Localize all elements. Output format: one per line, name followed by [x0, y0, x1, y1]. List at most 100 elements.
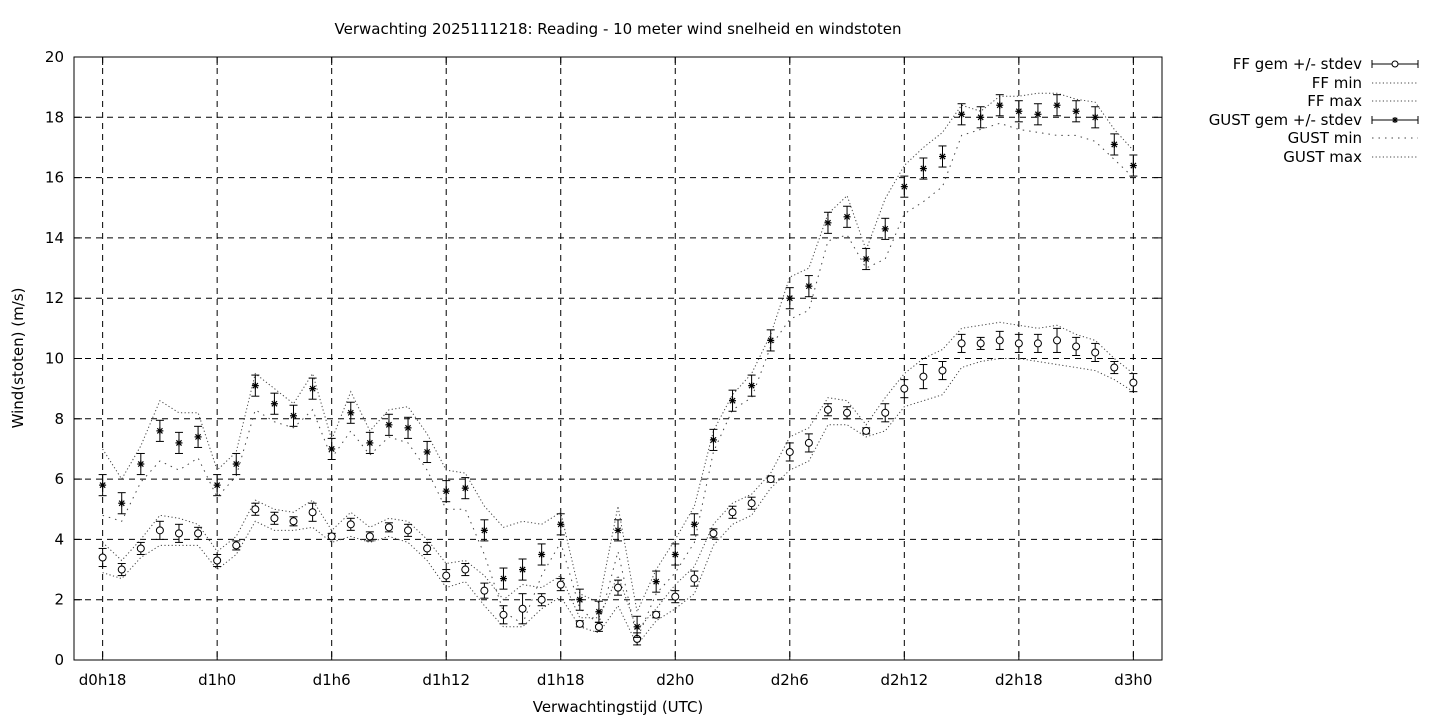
- star-stroke: [805, 283, 812, 290]
- legend-key-0: [1371, 60, 1419, 68]
- series-3-point: [1091, 113, 1099, 121]
- x-tick-label: d1h12: [422, 671, 470, 689]
- series-3-point: [499, 575, 507, 583]
- star-stroke: [233, 461, 240, 468]
- x-tick-label: d3h0: [1114, 671, 1152, 689]
- series-3-point: [232, 460, 240, 468]
- legend-item: FF max: [1160, 92, 1420, 111]
- x-tick-label: d1h6: [313, 671, 351, 689]
- y-tick-label: 0: [54, 651, 64, 669]
- series-3-point: [1110, 140, 1118, 148]
- series-3-point: [557, 520, 565, 528]
- star-stroke: [691, 521, 698, 528]
- y-axis-label: Wind(stoten) (m/s): [9, 288, 27, 429]
- series-3-point: [1034, 110, 1042, 118]
- series-3-point: [1015, 107, 1023, 115]
- star-stroke: [939, 153, 946, 160]
- star-stroke: [347, 409, 354, 416]
- star-stroke: [1034, 111, 1041, 118]
- star-stroke: [1073, 108, 1080, 115]
- series-0-point: [938, 366, 947, 375]
- star-stroke: [729, 397, 736, 404]
- y-tick-label: 6: [54, 470, 64, 488]
- star-stroke: [920, 165, 927, 172]
- series-3-point: [423, 448, 431, 456]
- plot-frame: [73, 56, 1163, 661]
- series-3-point: [270, 400, 278, 408]
- series-0-point: [251, 505, 260, 514]
- star-stroke: [481, 527, 488, 534]
- star-stroke: [748, 382, 755, 389]
- series-3-point: [366, 439, 374, 447]
- star-stroke: [958, 111, 965, 118]
- legend-label: GUST min: [1287, 129, 1362, 147]
- star-stroke: [1053, 102, 1061, 109]
- series-3-point: [862, 255, 870, 263]
- series-0-point: [537, 595, 546, 604]
- star-stroke: [1092, 114, 1099, 121]
- series-3-point: [404, 424, 412, 432]
- series-0-point: [995, 336, 1004, 345]
- series-0-point: [823, 405, 832, 414]
- y-tick-label: 14: [45, 229, 64, 247]
- star-stroke: [156, 427, 163, 434]
- legend-label: FF gem +/- stdev: [1232, 55, 1362, 73]
- legend-key-2: [1372, 100, 1418, 102]
- legend-label: GUST max: [1283, 147, 1362, 166]
- y-tick-label: 12: [45, 289, 64, 307]
- y-tick-label: 2: [54, 591, 64, 609]
- series-0-point: [117, 565, 126, 574]
- star-stroke: [576, 596, 583, 603]
- series-3-point: [748, 382, 756, 390]
- series-0-point: [614, 583, 622, 592]
- series-0-point: [652, 610, 661, 619]
- series-3-point: [881, 225, 889, 233]
- series-3-point: [652, 578, 660, 586]
- legend-label: FF max: [1307, 92, 1362, 110]
- y-tick-label: 8: [54, 410, 64, 428]
- series-3-point: [576, 596, 584, 604]
- star-stroke: [443, 488, 450, 495]
- y-tick-label: 20: [45, 48, 64, 66]
- x-tick-label: d2h12: [880, 671, 928, 689]
- grid-lines: [74, 57, 1162, 660]
- legend-label: GUST gem +/- stdev: [1208, 110, 1362, 129]
- star-stroke: [214, 482, 221, 489]
- series-0-point: [404, 526, 413, 535]
- series-0-point: [671, 592, 680, 601]
- series-0-point: [194, 529, 203, 538]
- series-0-point: [575, 619, 584, 628]
- series-3-point: [538, 550, 546, 558]
- y-tick-label: 10: [45, 350, 64, 368]
- x-tick-label: d1h18: [537, 671, 585, 689]
- star-stroke: [786, 295, 793, 302]
- series-3-point: [919, 165, 927, 173]
- star-stroke: [653, 578, 660, 585]
- series-3-point: [690, 520, 698, 528]
- legend-marker: [1391, 60, 1399, 68]
- star-stroke: [901, 183, 908, 190]
- legend-item: FF min: [1160, 74, 1420, 93]
- star-stroke: [1111, 141, 1118, 148]
- x-axis-label: Verwachtingstijd (UTC): [533, 698, 704, 716]
- series-0-point: [155, 526, 164, 535]
- series-0-point: [289, 517, 298, 526]
- series-0-point: [747, 499, 756, 508]
- series-0-point: [804, 438, 813, 447]
- star-stroke: [385, 421, 392, 428]
- x-tick-label: d2h6: [771, 671, 809, 689]
- star-stroke: [882, 225, 889, 232]
- legend-item: FF gem +/- stdev: [1160, 55, 1420, 74]
- series-3-point: [156, 427, 164, 435]
- x-tick-label: d2h18: [995, 671, 1043, 689]
- y-tick-label: 16: [45, 169, 64, 187]
- series-0-point: [499, 610, 508, 619]
- series-3-point: [729, 397, 737, 405]
- x-tick-label: d1h0: [198, 671, 236, 689]
- series-3-point: [824, 219, 832, 227]
- series-0-point: [1053, 336, 1062, 345]
- series-3-point: [938, 152, 946, 160]
- series-3-point: [767, 336, 775, 344]
- series-3-point: [633, 623, 641, 631]
- series-0-point: [480, 586, 489, 595]
